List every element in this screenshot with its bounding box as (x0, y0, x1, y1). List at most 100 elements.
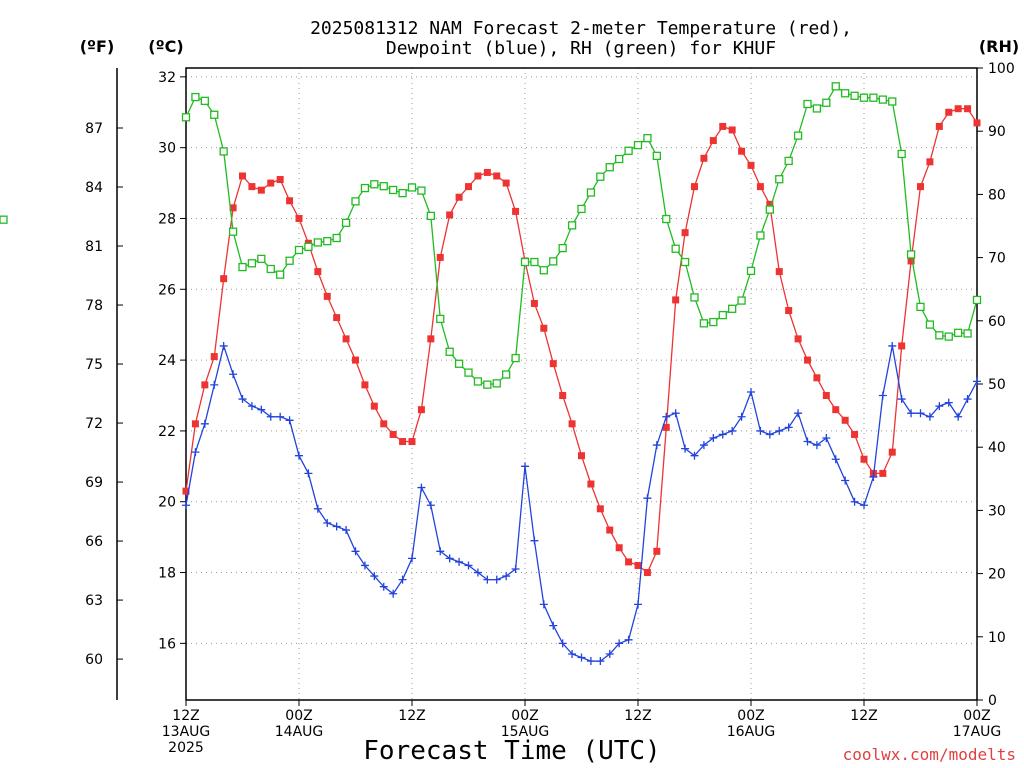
temperature-point (248, 183, 256, 191)
rh-point (850, 91, 859, 100)
temperature-point (474, 172, 482, 180)
temperature-point (841, 416, 849, 424)
rh-point (680, 257, 690, 267)
dewpoint-point (577, 653, 586, 662)
rh-point (737, 296, 746, 305)
dewpoint-point (304, 469, 313, 478)
temperature-point (794, 335, 802, 343)
temperature-point (907, 257, 915, 265)
temperature-point (785, 307, 793, 315)
temperature-point (220, 275, 228, 283)
rh-point (323, 237, 332, 246)
rh-point (869, 93, 878, 102)
temperature-point (182, 487, 190, 495)
dewpoint-point (812, 441, 821, 450)
temperature-point (860, 455, 868, 463)
temperature-point (455, 193, 463, 201)
rh-point (502, 370, 511, 379)
celsius-ticks: 16 18 20 22 24 26 28 30 32 (158, 70, 186, 652)
rh-point (445, 347, 454, 356)
rh-ticks: 0 10 20 30 40 50 60 70 80 90 100 (977, 61, 1015, 709)
rh-point (304, 242, 313, 252)
dewpoint-point (916, 409, 925, 418)
chart-title-line-2: Dewpoint (blue), RH (green) for KHUF (386, 38, 776, 59)
dewpoint-point (662, 412, 671, 421)
dewpoint-point (445, 554, 454, 563)
rh-point (888, 97, 897, 106)
dewpoint-point (389, 589, 398, 598)
fahrenheit-tick-label: 81 (85, 239, 103, 255)
temperature-point (295, 214, 303, 222)
dewpoint-point (897, 395, 906, 404)
celsius-tick-label: 26 (158, 282, 176, 298)
temperature-point (380, 420, 388, 428)
temperature-point (954, 105, 962, 113)
temperature-point (917, 183, 924, 191)
rh-tick-label: 60 (988, 314, 1006, 330)
temperature-point (436, 253, 444, 261)
dewpoint-point (492, 575, 501, 584)
rh-point (652, 151, 661, 160)
temperature-point (879, 469, 887, 477)
dewpoint-point (276, 412, 285, 421)
dewpoint-point (860, 501, 868, 510)
dewpoint-point (266, 412, 275, 421)
temperature-point (756, 183, 764, 191)
temperature-point (408, 438, 416, 446)
rh-point (954, 328, 963, 337)
dewpoint-point (539, 600, 548, 609)
temperature-point (229, 204, 237, 212)
fahrenheit-tick-label: 66 (85, 534, 103, 550)
temperature-point (832, 406, 840, 414)
rh-point (784, 156, 793, 166)
temperature-point (239, 172, 246, 180)
rh-point (285, 256, 294, 265)
celsius-tick-label: 28 (158, 211, 176, 227)
fahrenheit-tick-label: 84 (85, 180, 103, 196)
temperature-point (719, 122, 727, 130)
dewpoint-point (464, 561, 473, 570)
rh-point (935, 331, 944, 340)
rh-point (530, 257, 539, 267)
celsius-axis-unit: (ºC) (148, 37, 183, 56)
dewpoint-point (351, 547, 360, 556)
time-tick-label: 00Z 14AUG (275, 708, 324, 740)
rh-point (963, 329, 972, 338)
dewpoint-point (671, 409, 680, 418)
rh-point (558, 243, 567, 253)
rh-point (228, 227, 238, 236)
dewpoint-point (379, 582, 388, 591)
temperature-point (709, 137, 717, 145)
temperature-point (559, 392, 567, 400)
fahrenheit-tick-label: 69 (85, 475, 103, 491)
rh-tick-label: 0 (988, 693, 997, 709)
temperature-point (662, 423, 670, 431)
rh-point (473, 377, 483, 386)
temperature-point (728, 126, 736, 134)
credit-text: coolwx.com/modelts (843, 745, 1016, 764)
dewpoint-point (944, 398, 953, 407)
dewpoint-line (185, 343, 978, 662)
rh-point (332, 233, 341, 243)
temperature-point (201, 381, 209, 389)
fahrenheit-axis-unit: (ºF) (80, 37, 115, 56)
rh-point (520, 257, 530, 267)
temperature-point (813, 374, 821, 382)
dewpoint-point (521, 462, 529, 471)
rh-point (539, 266, 548, 275)
rh-point (972, 295, 982, 305)
fahrenheit-tick-label: 60 (85, 652, 103, 668)
rh-tick-label: 40 (988, 440, 1006, 456)
rh-point (276, 270, 285, 279)
rh-point (266, 264, 275, 274)
rh-point (605, 163, 614, 172)
rh-tick-label: 10 (988, 630, 1006, 646)
rh-tick-label: 50 (988, 377, 1006, 393)
dewpoint-point (558, 639, 567, 648)
time-tick-label: 00Z 17AUG (953, 708, 1002, 740)
dewpoint-point (455, 557, 464, 566)
rh-point (360, 183, 370, 193)
temperature-point (323, 292, 331, 300)
dewpoint-point (878, 391, 887, 400)
dewpoint-point (737, 412, 746, 421)
